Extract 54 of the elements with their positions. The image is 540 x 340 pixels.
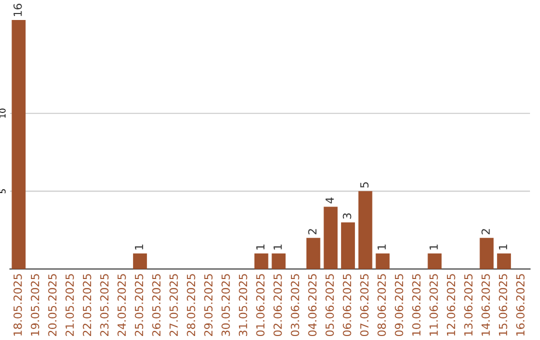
x-tick-label: 01.06.2025: [256, 274, 265, 336]
bar: [272, 253, 286, 269]
x-tick-label: 15.06.2025: [498, 274, 508, 336]
bar: [324, 206, 338, 269]
x-tick-label: 14.06.2025: [481, 274, 490, 336]
data-label: 1: [134, 244, 144, 250]
data-label: 2: [481, 229, 490, 234]
bar: [497, 253, 511, 269]
data-label: 2: [308, 229, 316, 234]
bar: [358, 191, 372, 269]
x-tick-label: 20.05.2025: [48, 274, 57, 336]
x-tick-label: 16.06.2025: [516, 274, 525, 336]
x-tick-label: 31.05.2025: [238, 274, 248, 336]
data-label: 16: [13, 4, 22, 16]
data-label: 1: [378, 244, 386, 250]
x-tick-label: 24.05.2025: [117, 274, 126, 336]
x-tick-label: 03.06.2025: [290, 274, 300, 336]
bar: [341, 222, 355, 269]
x-tick-label: 19.05.2025: [30, 274, 40, 336]
bar: [12, 20, 26, 269]
data-label: 4: [326, 198, 334, 204]
x-tick-label: 06.06.2025: [342, 274, 352, 336]
bar: [133, 253, 147, 269]
x-tick-label: 29.05.2025: [204, 274, 213, 336]
data-label: 1: [498, 244, 508, 250]
x-tick-label: 18.05.2025: [13, 274, 22, 336]
data-label: 3: [342, 213, 352, 219]
x-tick-label: 30.05.2025: [221, 274, 230, 336]
x-tick-label: 07.06.2025: [360, 274, 369, 336]
data-label: 1: [256, 244, 264, 250]
x-tick-label: 08.06.2025: [377, 274, 386, 336]
bar: [480, 238, 494, 269]
bar: [428, 253, 442, 269]
bar: [306, 238, 320, 269]
data-label: 5: [360, 182, 369, 188]
x-tick-label: 11.06.2025: [429, 274, 438, 336]
x-tick-label: 25.05.2025: [134, 274, 144, 336]
x-tick-label: 09.06.2025: [394, 274, 404, 336]
x-tick-label: 10.06.2025: [412, 274, 421, 336]
x-tick-label: 12.06.2025: [446, 274, 456, 336]
data-label: 1: [274, 244, 282, 250]
data-label: 1: [430, 244, 438, 250]
x-tick-label: 05.06.2025: [325, 274, 334, 336]
bar: [254, 253, 268, 269]
x-tick-label: 04.06.2025: [308, 274, 317, 336]
x-tick-label: 27.05.2025: [169, 274, 178, 336]
x-tick-label: 23.05.2025: [100, 274, 109, 336]
x-tick-label: 26.05.2025: [152, 274, 161, 336]
bar: [376, 253, 390, 269]
x-tick-label: 13.06.2025: [464, 274, 473, 336]
x-tick-label: 21.05.2025: [65, 274, 74, 336]
x-tick-label: 22.05.2025: [82, 274, 92, 336]
x-tick-label: 28.05.2025: [186, 274, 196, 336]
x-tick-label: 02.06.2025: [273, 274, 282, 336]
